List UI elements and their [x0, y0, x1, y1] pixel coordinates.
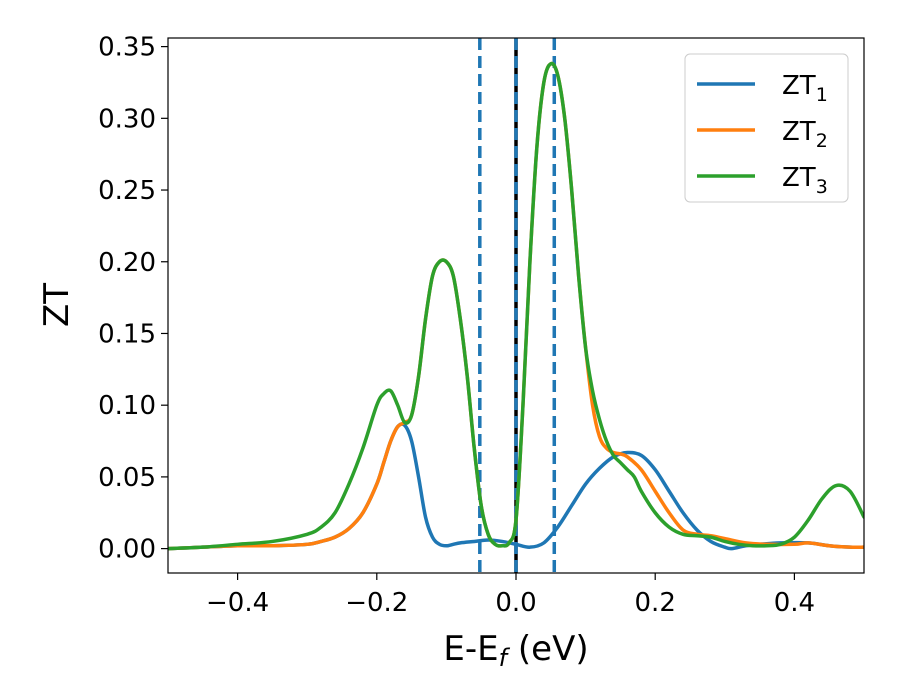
- x-axis-label: E-Ef (eV): [443, 629, 588, 672]
- legend-label-zt2: ZT2: [782, 117, 828, 152]
- x-axis-label-unit: (eV): [507, 629, 589, 669]
- reference-lines: [478, 38, 557, 573]
- series-line-zt3: [168, 61, 864, 551]
- x-tick-label: 0.0: [495, 588, 536, 618]
- legend-label-zt1: ZT1: [782, 71, 828, 106]
- legend-label-subscript: 3: [816, 176, 828, 198]
- legend-label-main: ZT: [782, 163, 816, 193]
- y-tick-label: 0.30: [98, 104, 156, 134]
- y-axis-label: ZT: [37, 283, 77, 327]
- x-axis-label-main: E-E: [443, 629, 498, 669]
- y-tick-label: 0.25: [98, 176, 156, 206]
- x-tick-label: −0.4: [206, 588, 269, 618]
- series-lines: [168, 61, 864, 551]
- y-tick-label: 0.20: [98, 248, 156, 278]
- y-tick-label: 0.00: [98, 535, 156, 565]
- legend-label-main: ZT: [782, 117, 816, 147]
- x-tick-label: 0.2: [635, 588, 676, 618]
- legend-label-zt3: ZT3: [782, 163, 828, 198]
- legend-label-subscript: 2: [816, 130, 828, 152]
- x-tick-label: 0.4: [774, 588, 815, 618]
- legend-label-main: ZT: [782, 71, 816, 101]
- y-tick-label: 0.35: [98, 33, 156, 63]
- y-tick-label: 0.15: [98, 319, 156, 349]
- x-axis: −0.4 −0.2 0.0 0.2 0.4: [206, 573, 815, 618]
- legend-label-subscript: 1: [816, 84, 828, 106]
- x-tick-label: −0.2: [345, 588, 408, 618]
- y-tick-label: 0.05: [98, 463, 156, 493]
- y-axis: 0.00 0.05 0.10 0.15 0.20 0.25 0.30 0.35: [98, 33, 168, 565]
- legend-box: [684, 53, 849, 203]
- y-tick-label: 0.10: [98, 391, 156, 421]
